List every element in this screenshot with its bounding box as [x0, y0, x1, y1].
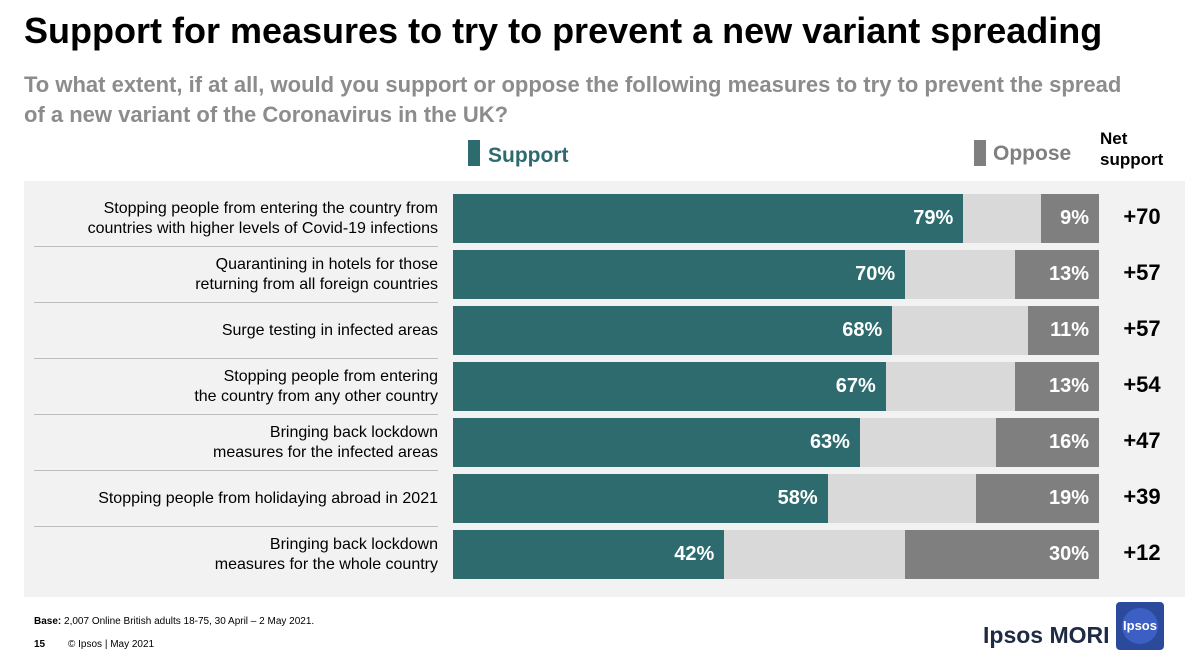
net-support-value: +47 — [1123, 428, 1161, 453]
bar-track: 68% 11% — [453, 306, 1099, 355]
net-support-value: +57 — [1123, 260, 1161, 285]
row-label: Stopping people from entering the countr… — [34, 194, 438, 243]
row-label: Surge testing in infected areas — [34, 306, 438, 355]
row-label-line: measures for the whole country — [214, 555, 438, 573]
support-bar: 70% — [453, 250, 906, 299]
oppose-value-label: 11% — [1050, 319, 1089, 341]
ipsos-logo: Ipsos — [1116, 602, 1164, 650]
row-label-text: Surge testing in infected areas — [222, 321, 438, 341]
support-bar: 42% — [453, 530, 725, 579]
chart-subtitle: To what extent, if at all, would you sup… — [24, 72, 1122, 127]
support-value-label: 68% — [842, 319, 883, 341]
row-label-line: Surge testing in infected areas — [221, 321, 438, 339]
oppose-value-label: 30% — [1048, 543, 1089, 565]
bar-track: 42% 30% — [453, 530, 1099, 579]
row-label-text: Bringing back lockdown measures for the i… — [213, 423, 438, 463]
oppose-value-label: 13% — [1048, 375, 1089, 397]
oppose-bar: 16% — [995, 418, 1099, 467]
support-bar: 79% — [453, 194, 964, 243]
row-label: Bringing back lockdown measures for the i… — [34, 418, 438, 467]
brand-name: Ipsos MORI — [983, 622, 1110, 648]
legend-oppose-swatch — [974, 140, 986, 166]
row-label-text: Stopping people from holidaying abroad i… — [98, 489, 438, 509]
bar-track: 58% 19% — [453, 474, 1099, 523]
support-value-label: 79% — [913, 207, 954, 229]
row-separator — [34, 414, 438, 415]
row-label-line: Bringing back lockdown — [269, 535, 438, 553]
row-label: Bringing back lockdown measures for the w… — [34, 530, 438, 579]
legend-oppose-label: Oppose — [993, 142, 1072, 165]
support-value-label: 58% — [777, 487, 818, 509]
row-label-line: Stopping people from holidaying abroad i… — [98, 489, 438, 507]
row-label-line: Stopping people from entering — [223, 367, 438, 385]
support-value-label: 67% — [835, 375, 876, 397]
row-label-line: returning from all foreign countries — [195, 275, 438, 293]
row-label-line: measures for the infected areas — [212, 443, 438, 461]
oppose-bar: 30% — [905, 530, 1099, 579]
support-value-label: 42% — [674, 543, 715, 565]
oppose-bar: 9% — [1040, 194, 1099, 243]
legend-support-label: Support — [488, 144, 569, 167]
oppose-bar: 19% — [976, 474, 1099, 523]
row-label-line: Stopping people from entering the countr… — [103, 199, 438, 217]
net-support-value: +39 — [1123, 484, 1161, 509]
base-text: 2,007 Online British adults 18-75, 30 Ap… — [64, 616, 315, 627]
row-separator — [34, 526, 438, 527]
copyright: © Ipsos | May 2021 — [68, 639, 155, 650]
support-bar: 58% — [453, 474, 828, 523]
oppose-value-label: 16% — [1048, 431, 1089, 453]
row-label-text: Stopping people from entering the country… — [194, 367, 438, 407]
logo-circle — [1122, 608, 1158, 644]
chart-title: Support for measures to try to prevent a… — [24, 10, 1103, 51]
row-separator — [34, 470, 438, 471]
oppose-value-label: 19% — [1048, 487, 1089, 509]
support-value-label: 63% — [809, 431, 850, 453]
net-support-value: +12 — [1123, 540, 1161, 565]
row-label: Stopping people from entering the country… — [34, 362, 438, 411]
support-value-label: 70% — [855, 263, 896, 285]
base-note: Base: 2,007 Online British adults 18-75,… — [34, 616, 314, 627]
net-support-header: Net support — [1100, 129, 1164, 169]
support-bar: 63% — [453, 418, 860, 467]
bar-track: 67% 13% — [453, 362, 1099, 411]
oppose-value-label: 9% — [1060, 207, 1089, 229]
row-label-text: Stopping people from entering the countr… — [88, 199, 438, 239]
row-separator — [34, 302, 438, 303]
oppose-bar: 13% — [1015, 250, 1099, 299]
logo-text: Ipsos — [1123, 618, 1157, 633]
row-label: Stopping people from holidaying abroad i… — [34, 474, 438, 523]
row-separator — [34, 358, 438, 359]
row-label: Quarantining in hotels for those returnin… — [34, 250, 438, 299]
oppose-value-label: 13% — [1048, 263, 1089, 285]
support-bar: 67% — [453, 362, 886, 411]
row-label-text: Bringing back lockdown measures for the w… — [215, 535, 438, 575]
row-label-line: Quarantining in hotels for those — [215, 255, 438, 273]
net-support-value: +57 — [1123, 316, 1161, 341]
row-label-line: Bringing back lockdown — [269, 423, 438, 441]
oppose-bar: 11% — [1027, 306, 1099, 355]
row-label-text: Quarantining in hotels for those returnin… — [195, 255, 438, 295]
row-label-line: the country from any other country — [194, 387, 438, 405]
page-number: 15 — [34, 639, 46, 650]
bar-track: 63% 16% — [453, 418, 1099, 467]
bar-track: 79% 9% — [453, 194, 1099, 243]
bar-track: 70% 13% — [453, 250, 1099, 299]
net-support-value: +54 — [1123, 372, 1161, 397]
oppose-bar: 13% — [1015, 362, 1099, 411]
legend-support-swatch — [468, 140, 480, 166]
row-label-line: countries with higher levels of Covid-19… — [87, 219, 438, 237]
support-bar: 68% — [453, 306, 893, 355]
row-separator — [34, 246, 438, 247]
net-support-value: +70 — [1123, 204, 1161, 229]
base-label: Base: — [34, 616, 62, 627]
